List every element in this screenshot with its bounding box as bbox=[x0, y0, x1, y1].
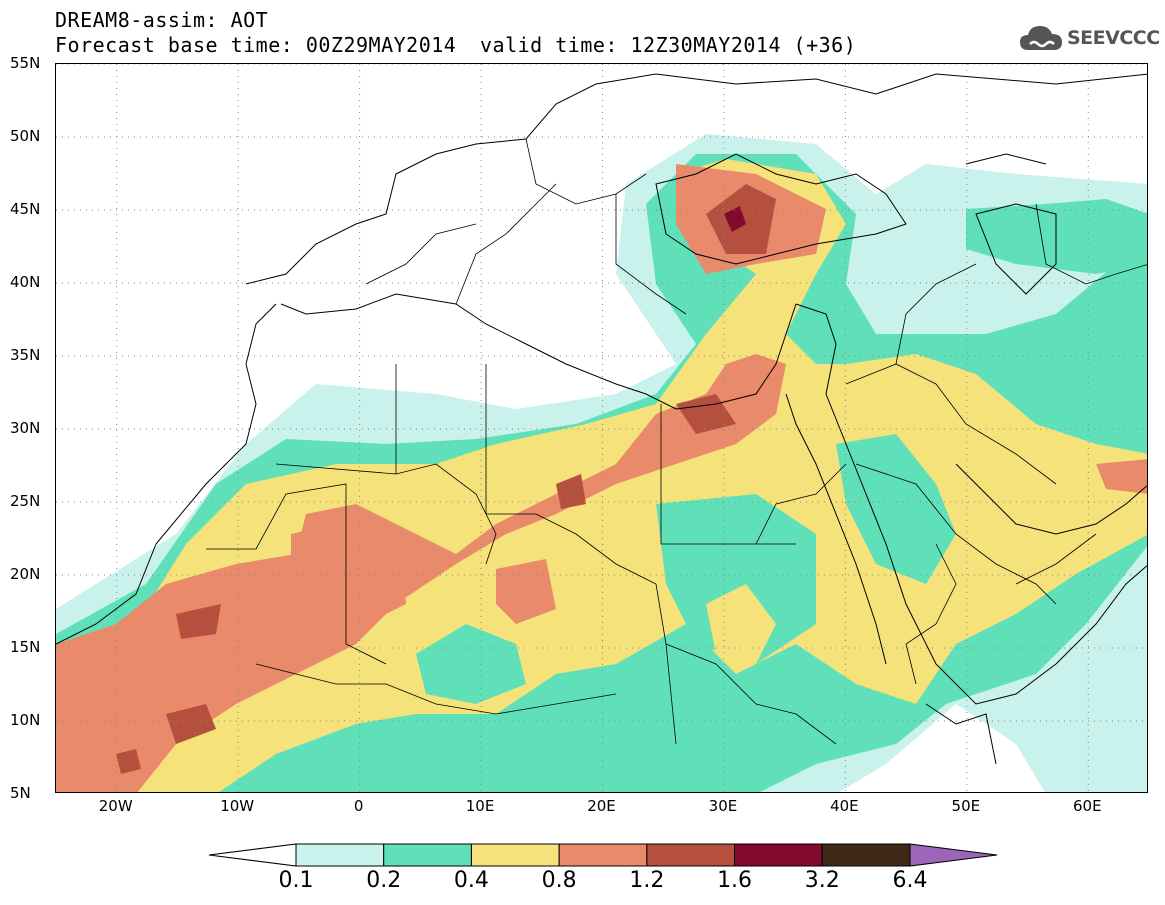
lat-label: 5N bbox=[10, 784, 31, 802]
colorbar-low-triangle bbox=[208, 843, 297, 867]
lon-label: 20E bbox=[587, 797, 616, 815]
colorbar bbox=[208, 843, 998, 867]
colorbar-label: 1.6 bbox=[717, 868, 753, 893]
lat-label: 50N bbox=[10, 127, 41, 145]
colorbar-cell bbox=[383, 843, 472, 867]
lat-label: 55N bbox=[10, 54, 41, 72]
lat-label: 15N bbox=[10, 638, 41, 656]
lat-label: 45N bbox=[10, 200, 41, 218]
colorbar-cell bbox=[734, 843, 823, 867]
lat-lon-grid bbox=[56, 64, 1147, 792]
lon-label: 60E bbox=[1072, 797, 1102, 815]
map-title: DREAM8-assim: AOT bbox=[55, 8, 269, 32]
lat-label: 10N bbox=[10, 711, 41, 729]
colorbar-label: 1.2 bbox=[629, 868, 665, 893]
lon-label: 40E bbox=[830, 797, 859, 815]
lon-label: 10E bbox=[465, 797, 495, 815]
colorbar-label: 0.2 bbox=[366, 868, 402, 893]
colorbar-cell bbox=[295, 843, 385, 867]
lon-label: 10W bbox=[220, 797, 255, 815]
valid-time: valid time: 12Z30MAY2014 (+36) bbox=[480, 33, 857, 57]
lon-label: 20W bbox=[98, 797, 133, 815]
aot-map bbox=[55, 63, 1148, 793]
lat-label: 40N bbox=[10, 273, 41, 291]
colorbar-cell bbox=[646, 843, 736, 867]
colorbar-label: 6.4 bbox=[892, 868, 928, 893]
lon-label: 30E bbox=[708, 797, 738, 815]
logo-text: SEEVCCC bbox=[1067, 27, 1160, 49]
lon-label: 0 bbox=[353, 797, 364, 815]
colorbar-cell bbox=[558, 843, 648, 867]
colorbar-label: 3.2 bbox=[804, 868, 840, 893]
country-borders bbox=[206, 138, 1147, 745]
colorbar-label: 0.1 bbox=[278, 868, 314, 893]
colorbar-cell bbox=[470, 843, 560, 867]
colorbar-cell bbox=[821, 843, 911, 867]
lon-label: 50E bbox=[951, 797, 981, 815]
colorbar-high-triangle bbox=[909, 843, 998, 867]
seevccc-logo: SEEVCCC bbox=[1018, 20, 1160, 56]
coastlines bbox=[56, 73, 1147, 765]
forecast-base-time: Forecast base time: 00Z29MAY2014 bbox=[55, 33, 457, 57]
lat-label: 35N bbox=[10, 346, 41, 364]
colorbar-label: 0.8 bbox=[541, 868, 577, 893]
colorbar-label: 0.4 bbox=[453, 868, 489, 893]
lat-label: 30N bbox=[10, 419, 41, 437]
lat-label: 25N bbox=[10, 492, 41, 510]
lat-label: 20N bbox=[10, 565, 41, 583]
cloud-logo-icon bbox=[1020, 26, 1062, 50]
